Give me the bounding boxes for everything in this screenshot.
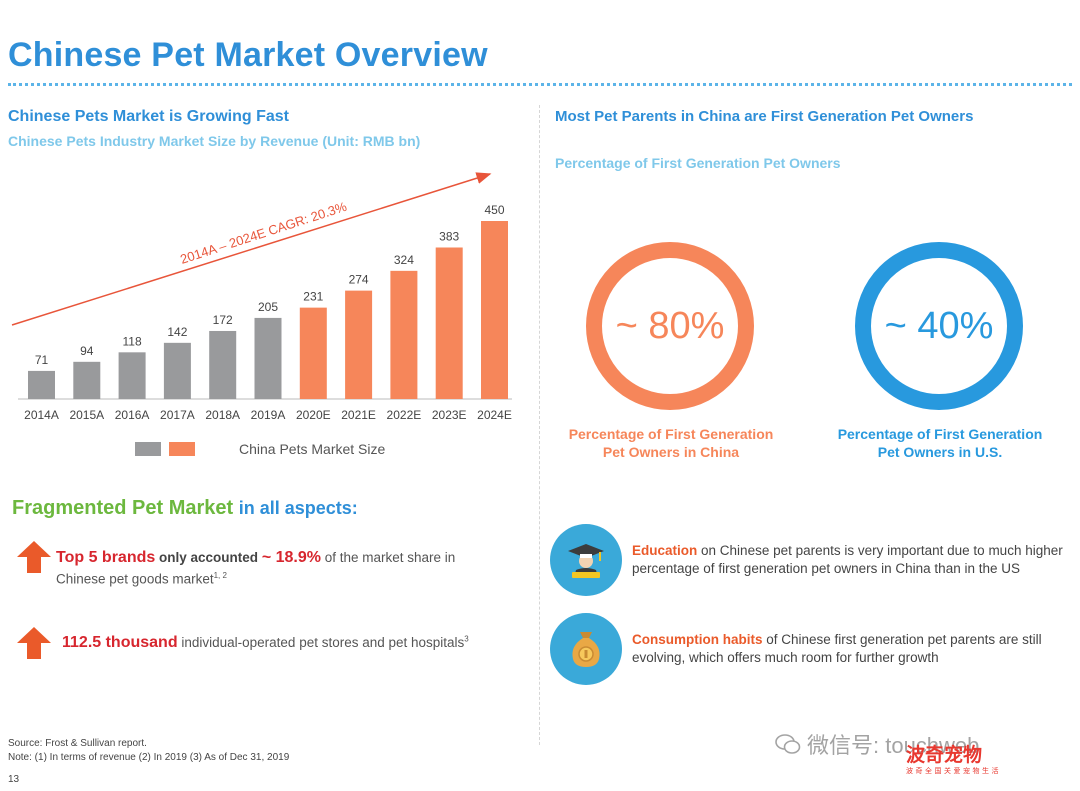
bar-value-label: 274 [349,273,369,287]
fact2-note: 3 [464,634,469,644]
note-line: Note: (1) In terms of revenue (2) In 201… [8,752,290,763]
money-bag-icon [550,613,622,685]
x-tick-label: 2022E [387,408,422,422]
x-tick-label: 2017A [160,408,195,422]
left-subheading: Chinese Pets Industry Market Size by Rev… [8,133,421,149]
fact2-value: 112.5 thousand [62,634,178,651]
fact1-highlight: Top 5 brands [56,549,156,566]
bar-value-label: 118 [123,334,142,348]
bar-value-label: 71 [35,353,49,367]
fact1-mid: only accounted [159,550,259,565]
right-subheading: Percentage of First Generation Pet Owner… [555,155,841,171]
x-tick-label: 2024E [477,408,512,422]
bar-value-label: 231 [303,290,323,304]
us-caption-line1: Percentage of First Generation [837,426,1043,442]
us-ring-caption: Percentage of First Generation Pet Owner… [820,425,1060,461]
fact1-value: ~ 18.9% [261,549,321,566]
legend-swatch-actual [135,442,161,456]
wechat-icon [775,734,801,754]
education-info: Education on Chinese pet parents is very… [632,542,1072,578]
consumption-label: Consumption habits [632,632,763,647]
bar-2017A [163,342,191,399]
fact2-rest: individual-operated pet stores and pet h… [181,635,465,650]
legend-label: China Pets Market Size [239,441,386,457]
us-caption-line2: Pet Owners in U.S. [877,444,1003,460]
consumption-info: Consumption habits of Chinese first gene… [632,631,1072,667]
bar-value-label: 172 [213,313,233,327]
fact1-note: 1, 2 [213,571,227,580]
cagr-trend-arrow [11,172,492,326]
column-divider [539,105,540,745]
fact1-rest2: Chinese pet goods market [56,571,214,587]
fragmented-heading-tail: in all aspects: [238,498,358,518]
bar-2022E [390,270,418,399]
boqii-logo: 波奇宠物 [906,745,983,766]
source-line: Source: Frost & Sullivan report. [8,738,147,749]
china-ring-caption: Percentage of First Generation Pet Owner… [551,425,791,461]
fact1-rest1: of the market share in [324,550,456,565]
bar-2021E [345,290,373,399]
boqii-tagline: 波奇全国关爱宠物生活 [906,768,1001,775]
bar-value-label: 142 [167,325,187,339]
source-note: Source: Frost & Sullivan report. Note: (… [8,737,289,765]
education-text: on Chinese pet parents is very important… [632,543,1063,576]
wechat-watermark: 微信号: touchweb [775,728,979,760]
fact-top-brands: Top 5 brands only accounted ~ 18.9% of t… [56,549,496,589]
china-ring: ~ 80% [586,242,754,410]
x-tick-label: 2021E [341,408,376,422]
bar-2015A [73,361,101,399]
china-caption-line2: Pet Owners in China [602,444,740,460]
education-label: Education [632,543,698,558]
x-tick-label: 2019A [251,408,286,422]
legend-swatch-forecast [169,442,195,456]
x-tick-label: 2015A [69,408,104,422]
bar-2018A [209,330,237,399]
market-size-chart: 2014A – 2024E CAGR: 20.3% 71 2014A 94 2015A… [11,172,512,422]
fragmented-heading-main: Fragmented Pet Market [12,497,234,519]
right-heading: Most Pet Parents in China are First Gene… [555,108,974,125]
x-tick-label: 2016A [115,408,150,422]
bar-2024E [481,221,508,399]
us-ring: ~ 40% [855,242,1023,410]
x-tick-label: 2023E [432,408,467,422]
china-caption-line1: Percentage of First Generation [568,426,774,442]
bar-value-label: 324 [394,253,414,267]
bar-2014A [28,370,55,399]
fact-pet-stores: 112.5 thousand individual-operated pet s… [62,634,469,652]
money-bag-graphic [572,632,600,667]
title-divider [8,83,1072,86]
bar-2019A [254,317,282,399]
x-tick-label: 2020E [296,408,331,422]
left-heading: Chinese Pets Market is Growing Fast [8,108,289,125]
fragmented-heading: Fragmented Pet Market in all aspects: [12,497,358,520]
bar-2016A [118,352,146,399]
cagr-annotation: 2014A – 2024E CAGR: 20.3% [178,199,349,267]
graduate-icon [568,544,604,578]
up-arrow-icon [17,541,51,573]
x-tick-label: 2014A [24,408,59,422]
us-ring-value: ~ 40% [884,304,994,347]
up-arrow-icon [17,627,51,659]
bar-value-label: 94 [80,344,94,358]
bar-2023E [435,247,463,399]
page-title: Chinese Pet Market Overview [8,36,488,74]
bar-value-label: 383 [439,230,459,244]
consumption-text: of Chinese first generation pet parents … [632,632,1042,665]
bar-2020E [299,307,327,399]
education-icon [550,524,622,596]
wechat-id: 微信号: touchweb [807,733,980,758]
bar-value-label: 450 [484,203,504,217]
x-tick-label: 2018A [205,408,240,422]
china-ring-value: ~ 80% [615,304,725,347]
page-number: 13 [8,774,20,785]
bar-value-label: 205 [258,300,278,314]
